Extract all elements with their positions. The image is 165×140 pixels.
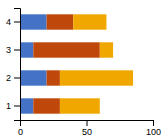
tick-label: 2 [6,73,11,83]
plot: 0 50 100 1 2 3 4 [6,9,161,138]
tick-label: 3 [6,45,11,55]
tick-label: 1 [6,101,11,111]
bar [20,42,33,57]
x-tick: 50 [82,120,92,137]
bar [20,70,47,85]
tick-label: 50 [82,127,92,137]
tick-label: 100 [146,127,161,137]
tick-mark [14,22,20,23]
bar [47,70,60,85]
bar [33,42,100,57]
bar [60,70,133,85]
y-tick: 1 [6,101,20,111]
bar [100,42,113,57]
y-axis: 1 2 3 4 [6,9,21,121]
axis-line [21,121,154,127]
tick-label: 0 [18,127,23,137]
bars [20,14,133,113]
tick-mark [14,50,20,51]
bar [20,98,33,113]
bar [73,14,106,29]
x-tick: 100 [146,120,161,137]
bar [33,98,60,113]
x-tick: 0 [18,120,23,137]
bar [20,14,47,29]
axis-line [14,9,21,121]
bar [47,14,74,29]
series [60,14,133,113]
tick-mark [14,106,20,107]
chart: 0 50 100 1 2 3 4 [0,0,165,140]
y-tick: 4 [6,17,20,27]
x-axis: 0 50 100 [18,120,161,137]
y-tick: 3 [6,45,20,55]
y-tick: 2 [6,73,20,83]
tick-mark [153,120,154,126]
tick-mark [14,78,20,79]
tick-mark [87,120,88,126]
bar [60,98,100,113]
tick-label: 4 [6,17,11,27]
